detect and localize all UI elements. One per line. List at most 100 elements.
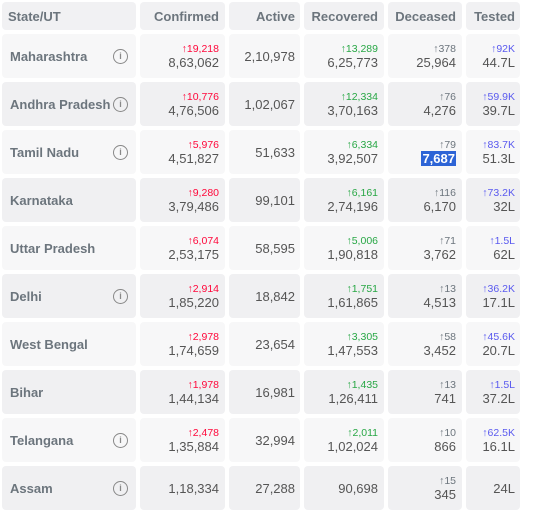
table-row[interactable]: Tamil Nadu i ↑5,976 4,51,827 51,633 ↑6,334 3,9…	[0, 128, 536, 176]
deceased-delta: ↑13	[439, 378, 456, 391]
info-icon[interactable]: i	[113, 48, 128, 64]
table-row[interactable]: Uttar Pradesh ↑6,074 2,53,175 58,595 ↑5,006 1…	[0, 224, 536, 272]
active-cell: 51,633	[229, 130, 300, 174]
active-cell: 27,288	[229, 466, 300, 510]
header-tested[interactable]: Tested	[466, 2, 520, 30]
tested-cell: ↑83.7K 51.3L	[466, 130, 520, 174]
recovered-value: 1,61,865	[327, 294, 378, 310]
state-cell[interactable]: West Bengal	[2, 322, 136, 366]
tested-delta: ↑83.7K	[482, 138, 515, 151]
state-cell[interactable]: Andhra Pradesh i	[2, 82, 136, 126]
recovered-value: 3,70,163	[327, 102, 378, 118]
recovered-value: 90,698	[338, 480, 378, 496]
tested-value: 17.1L	[482, 294, 515, 310]
recovered-value: 1,26,411	[328, 390, 378, 406]
deceased-cell: ↑79 7,687	[388, 130, 462, 174]
confirmed-delta: ↑6,074	[187, 234, 219, 247]
deceased-value[interactable]: 7,687	[421, 150, 456, 166]
deceased-value[interactable]: 3,762	[423, 246, 456, 262]
info-icon[interactable]: i	[113, 96, 128, 112]
deceased-value[interactable]: 25,964	[416, 54, 456, 70]
confirmed-value: 1,85,220	[168, 294, 219, 310]
tested-cell: ↑1.5L 62L	[466, 226, 520, 270]
deceased-cell: ↑13 741	[388, 370, 462, 414]
table-row[interactable]: Karnataka ↑9,280 3,79,486 99,101 ↑6,161 2,74,…	[0, 176, 536, 224]
deceased-value[interactable]: 3,452	[423, 342, 456, 358]
state-name: Maharashtra	[10, 48, 88, 64]
recovered-delta: ↑13,289	[340, 42, 378, 55]
info-icon[interactable]: i	[113, 480, 128, 496]
active-value: 99,101	[255, 192, 295, 208]
table-row[interactable]: Delhi i ↑2,914 1,85,220 18,842 ↑1,751 1,61,865…	[0, 272, 536, 320]
deceased-value[interactable]: 345	[434, 486, 456, 502]
deceased-value[interactable]: 741	[434, 390, 456, 406]
table-row[interactable]: Maharashtra i ↑19,218 8,63,062 2,10,978 ↑13,2…	[0, 32, 536, 80]
recovered-value: 1,47,553	[327, 342, 378, 358]
table-row[interactable]: Telangana i ↑2,478 1,35,884 32,994 ↑2,011 1,02…	[0, 416, 536, 464]
recovered-cell: ↑13,289 6,25,773	[304, 34, 384, 78]
deceased-delta: ↑58	[439, 330, 456, 343]
active-cell: 32,994	[229, 418, 300, 462]
table-row[interactable]: Assam i 1,18,334 27,288 90,698 ↑15 345 24L	[0, 464, 536, 512]
deceased-delta: ↑79	[439, 138, 456, 151]
deceased-value[interactable]: 866	[434, 438, 456, 454]
state-cell[interactable]: Tamil Nadu i	[2, 130, 136, 174]
recovered-delta: ↑1,435	[346, 378, 378, 391]
recovered-value: 6,25,773	[327, 54, 378, 70]
tested-cell: ↑36.2K 17.1L	[466, 274, 520, 318]
recovered-delta: ↑3,305	[346, 330, 378, 343]
active-value: 16,981	[255, 384, 295, 400]
active-value: 32,994	[255, 432, 295, 448]
tested-cell: ↑62.5K 16.1L	[466, 418, 520, 462]
state-cell[interactable]: Telangana i	[2, 418, 136, 462]
header-confirmed[interactable]: Confirmed	[140, 2, 225, 30]
state-cell[interactable]: Assam i	[2, 466, 136, 510]
info-icon[interactable]: i	[113, 432, 128, 448]
deceased-value[interactable]: 6,170	[423, 198, 456, 214]
confirmed-delta: ↑2,478	[187, 426, 219, 439]
deceased-value[interactable]: 4,513	[423, 294, 456, 310]
state-cell[interactable]: Karnataka	[2, 178, 136, 222]
active-cell: 23,654	[229, 322, 300, 366]
confirmed-value: 8,63,062	[168, 54, 219, 70]
tested-value: 37.2L	[482, 390, 515, 406]
deceased-cell: ↑10 866	[388, 418, 462, 462]
confirmed-cell: ↑10,776 4,76,506	[140, 82, 225, 126]
confirmed-delta: ↑19,218	[181, 42, 219, 55]
tested-value: 62L	[493, 246, 515, 262]
table-row[interactable]: Bihar ↑1,978 1,44,134 16,981 ↑1,435 1,26,411 ↑…	[0, 368, 536, 416]
confirmed-value: 1,35,884	[168, 438, 219, 454]
confirmed-cell: ↑2,914 1,85,220	[140, 274, 225, 318]
confirmed-cell: ↑9,280 3,79,486	[140, 178, 225, 222]
active-value: 51,633	[255, 144, 295, 160]
tested-value: 20.7L	[482, 342, 515, 358]
tested-value: 16.1L	[482, 438, 515, 454]
deceased-value[interactable]: 4,276	[423, 102, 456, 118]
state-name: Assam	[10, 480, 53, 496]
confirmed-delta: ↑9,280	[187, 186, 219, 199]
state-cell[interactable]: Uttar Pradesh	[2, 226, 136, 270]
table-row[interactable]: Andhra Pradesh i ↑10,776 4,76,506 1,02,067 ↑1…	[0, 80, 536, 128]
confirmed-cell: ↑19,218 8,63,062	[140, 34, 225, 78]
state-cell[interactable]: Bihar	[2, 370, 136, 414]
header-active[interactable]: Active	[229, 2, 300, 30]
state-cell[interactable]: Maharashtra i	[2, 34, 136, 78]
deceased-delta: ↑15	[439, 474, 456, 487]
state-name: Bihar	[10, 384, 44, 400]
confirmed-value: 4,76,506	[168, 102, 219, 118]
info-icon[interactable]: i	[113, 144, 128, 160]
tested-value: 32L	[493, 198, 515, 214]
state-cell[interactable]: Delhi i	[2, 274, 136, 318]
deceased-cell: ↑378 25,964	[388, 34, 462, 78]
tested-cell: ↑73.2K 32L	[466, 178, 520, 222]
table-row[interactable]: West Bengal ↑2,978 1,74,659 23,654 ↑3,305 1,4…	[0, 320, 536, 368]
confirmed-cell: ↑2,478 1,35,884	[140, 418, 225, 462]
header-deceased[interactable]: Deceased	[388, 2, 462, 30]
recovered-delta: ↑12,334	[340, 90, 378, 103]
header-state[interactable]: State/UT	[2, 2, 136, 30]
deceased-delta: ↑71	[439, 234, 456, 247]
active-value: 23,654	[255, 336, 295, 352]
state-name: Karnataka	[10, 192, 73, 208]
info-icon[interactable]: i	[113, 288, 128, 304]
header-recovered[interactable]: Recovered	[304, 2, 384, 30]
